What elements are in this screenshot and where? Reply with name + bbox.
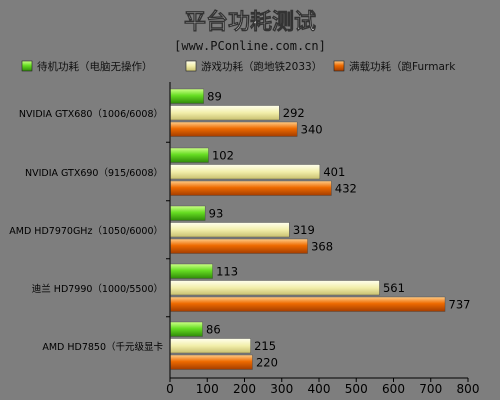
x-tick-label: 400	[308, 382, 331, 396]
x-tick-label: 700	[419, 382, 442, 396]
bar-3-1	[170, 121, 298, 137]
chart-title: 平台功耗测试	[184, 9, 316, 35]
bar-1-1	[170, 88, 204, 104]
bar-value-label: 113	[216, 265, 238, 279]
chart-subtitle: [www.PConline.com.cn]	[174, 39, 326, 53]
legend-label-3: 满载功耗（跑Furmark	[349, 60, 456, 73]
category-labels: NVIDIA GTX680（1006/6008） NVIDIA GTX690（91…	[9, 108, 163, 353]
x-tick-label: 500	[345, 382, 368, 396]
x-tick-label: 100	[196, 382, 219, 396]
bar-value-label: 292	[283, 106, 305, 120]
legend-swatch-2	[185, 60, 197, 72]
bar-2-3	[170, 222, 290, 238]
bar-3-3	[170, 238, 308, 254]
category-label: NVIDIA GTX690（915/6008）	[25, 167, 163, 179]
bar-value-label: 340	[301, 123, 323, 137]
x-tick-label: 200	[233, 382, 256, 396]
bar-2-1	[170, 105, 280, 121]
bar-1-4	[170, 263, 213, 279]
bar-1-3	[170, 205, 206, 221]
bar-2-2	[170, 164, 321, 180]
bar-value-label: 368	[311, 240, 333, 254]
category-label: NVIDIA GTX680（1006/6008）	[19, 108, 163, 120]
x-axis: 0 100 200 300 400 500 600 700 800	[166, 82, 479, 396]
bar-2-5	[170, 338, 251, 354]
bars-group: 89 292 340 102 401 432 93 319 368 113 561 737 86 215 2…	[170, 88, 471, 370]
bar-1-5	[170, 321, 203, 337]
bar-3-4	[170, 296, 446, 312]
legend-swatch-1	[21, 60, 33, 72]
bar-3-5	[170, 354, 253, 370]
category-label: 迪兰 HD7990（1000/5500）	[32, 283, 163, 295]
bar-value-label: 432	[335, 182, 357, 196]
x-tick-label: 0	[166, 382, 174, 396]
bar-3-2	[170, 180, 332, 196]
bar-value-label: 220	[256, 356, 278, 370]
category-label: AMD HD7850（千元级显卡	[42, 341, 163, 353]
legend-label-2: 游戏功耗（跑地铁2033）	[201, 60, 322, 73]
legend-label-1: 待机功耗（电脑无操作）	[37, 60, 153, 73]
category-label: AMD HD7970GHz（1050/6000）	[9, 225, 163, 237]
legend: 待机功耗（电脑无操作） 游戏功耗（跑地铁2033） 满载功耗（跑Furmark	[21, 60, 456, 73]
x-tick-label: 800	[457, 382, 480, 396]
bar-value-label: 102	[212, 149, 234, 163]
bar-value-label: 561	[383, 281, 405, 295]
bar-value-label: 215	[254, 339, 276, 353]
bar-value-label: 319	[293, 223, 315, 237]
bar-value-label: 737	[449, 298, 471, 312]
bar-value-label: 89	[207, 90, 222, 104]
bar-1-2	[170, 147, 209, 163]
bar-value-label: 401	[323, 165, 345, 179]
bar-value-label: 86	[206, 323, 221, 337]
bar-value-label: 93	[209, 207, 224, 221]
x-tick-label: 300	[270, 382, 293, 396]
bar-2-4	[170, 280, 380, 296]
legend-swatch-3	[333, 60, 345, 72]
x-tick-label: 600	[382, 382, 405, 396]
